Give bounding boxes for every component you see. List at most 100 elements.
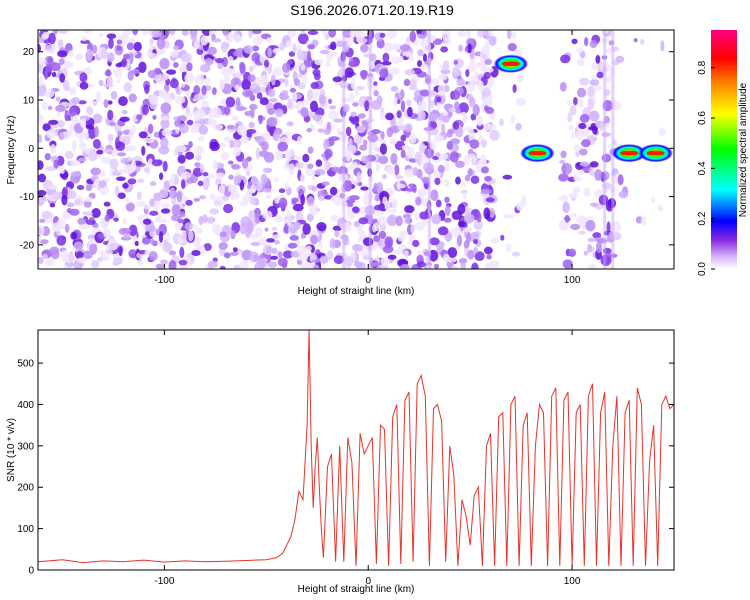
heatmap-cell	[288, 148, 295, 158]
heatmap-streak	[342, 30, 346, 269]
heatmap-cell	[102, 148, 114, 153]
heatmap-cell	[134, 240, 139, 247]
heatmap-cell	[477, 30, 487, 38]
heatmap-cell	[307, 30, 319, 36]
heatmap-cell	[356, 171, 362, 184]
heatmap-cell	[256, 92, 263, 100]
heatmap-cell	[515, 123, 522, 131]
heatmap-cell	[61, 194, 68, 206]
heatmap-cell	[89, 243, 98, 255]
heatmap-cell	[300, 107, 309, 118]
heatmap-cell	[158, 172, 164, 181]
heatmap-cell	[336, 71, 342, 78]
snr-y-tick-label: 400	[17, 400, 34, 411]
heatmap-cell	[186, 119, 194, 126]
heatmap-cell	[400, 100, 406, 113]
heatmap-cell	[159, 57, 170, 70]
heatmap-cell	[284, 182, 290, 189]
heatmap-cell	[394, 164, 400, 176]
heatmap-cell	[160, 102, 172, 114]
heatmap-cell	[82, 211, 93, 216]
heatmap-cell	[578, 169, 585, 175]
heatmap-cell	[307, 163, 314, 169]
heatmap-cell	[98, 79, 104, 87]
heatmap-cell	[484, 41, 489, 48]
heatmap-cell	[314, 58, 324, 66]
heatmap-cell	[255, 147, 261, 160]
heatmap-cell	[55, 96, 61, 102]
heatmap-cell	[456, 234, 463, 247]
heatmap-cell	[416, 261, 426, 268]
heatmap-cell	[85, 50, 93, 62]
heatmap-cell	[75, 198, 81, 205]
heatmap-cell	[231, 139, 240, 148]
heatmap-cell	[161, 128, 173, 137]
heatmap-cell	[351, 145, 357, 154]
heatmap-cell	[295, 162, 304, 169]
heatmap-cell	[38, 162, 44, 169]
heatmap-cell	[362, 237, 374, 247]
snr-x-axis-label: Height of straight line (km)	[298, 584, 415, 595]
heatmap-cell	[209, 192, 216, 201]
heatmap-cell	[467, 43, 472, 54]
heatmap-cell	[457, 44, 464, 52]
heatmap-cell	[561, 162, 573, 175]
heatmap-cell	[263, 187, 271, 193]
heatmap-cell	[413, 95, 424, 102]
heatmap-cell	[92, 113, 103, 124]
heatmap-cell	[323, 128, 331, 136]
heatmap-cell	[186, 62, 193, 72]
heatmap-cell	[285, 186, 292, 196]
heatmap-cell	[220, 151, 230, 161]
heatmap-cell	[107, 133, 114, 141]
heatmap-cell	[278, 94, 290, 99]
heatmap-cell	[197, 180, 204, 187]
heatmap-cell	[252, 30, 262, 35]
heatmap-cell	[38, 256, 44, 265]
heatmap-cell	[568, 248, 577, 258]
heatmap-cell	[375, 163, 381, 173]
heatmap-cell	[396, 110, 402, 119]
heatmap-cell	[435, 199, 442, 208]
heatmap-cell	[399, 44, 411, 52]
heatmap-cell	[421, 30, 426, 35]
heatmap-cell	[579, 113, 590, 123]
heatmap-cell	[115, 176, 126, 181]
heatmap-cell	[271, 226, 278, 231]
heatmap-cell	[194, 145, 204, 155]
heatmap-cell	[607, 74, 613, 82]
heatmap-cell	[591, 62, 598, 71]
heatmap-cell	[90, 260, 100, 269]
heatmap-cell	[96, 150, 104, 155]
heatmap-cell	[165, 231, 171, 243]
heatmap-cell	[374, 204, 383, 211]
heatmap-cell	[451, 90, 461, 101]
heatmap-cell	[50, 62, 61, 72]
heatmap-cell	[452, 66, 459, 76]
heatmap-cell	[558, 173, 569, 182]
heatmap-cell	[488, 30, 494, 37]
heatmap-cell	[119, 116, 130, 122]
heatmap-cell	[332, 76, 343, 83]
heatmap-cell	[110, 90, 118, 100]
heatmap-cell	[267, 47, 272, 58]
heatmap-cell	[87, 127, 97, 139]
heatmap-cell	[407, 106, 413, 118]
heatmap-cell	[345, 149, 352, 162]
heatmap-cell	[100, 156, 106, 163]
heatmap-cell	[379, 32, 386, 38]
heatmap-cell	[128, 224, 138, 236]
heatmap-cell	[587, 243, 593, 253]
heatmap-cell	[379, 112, 386, 121]
heatmap-cell	[107, 109, 114, 121]
colorbar-tick-label: 0.0	[697, 262, 708, 276]
heatmap-cell	[229, 251, 239, 257]
heatmap-cell	[476, 115, 483, 127]
heatmap-cell	[465, 69, 470, 78]
heatmap-cell	[502, 174, 513, 180]
heatmap-cell	[321, 181, 330, 186]
heatmap-cell	[328, 30, 337, 38]
heatmap-cell	[98, 180, 107, 188]
heatmap-cell	[307, 89, 314, 101]
heatmap-cell	[236, 124, 248, 136]
